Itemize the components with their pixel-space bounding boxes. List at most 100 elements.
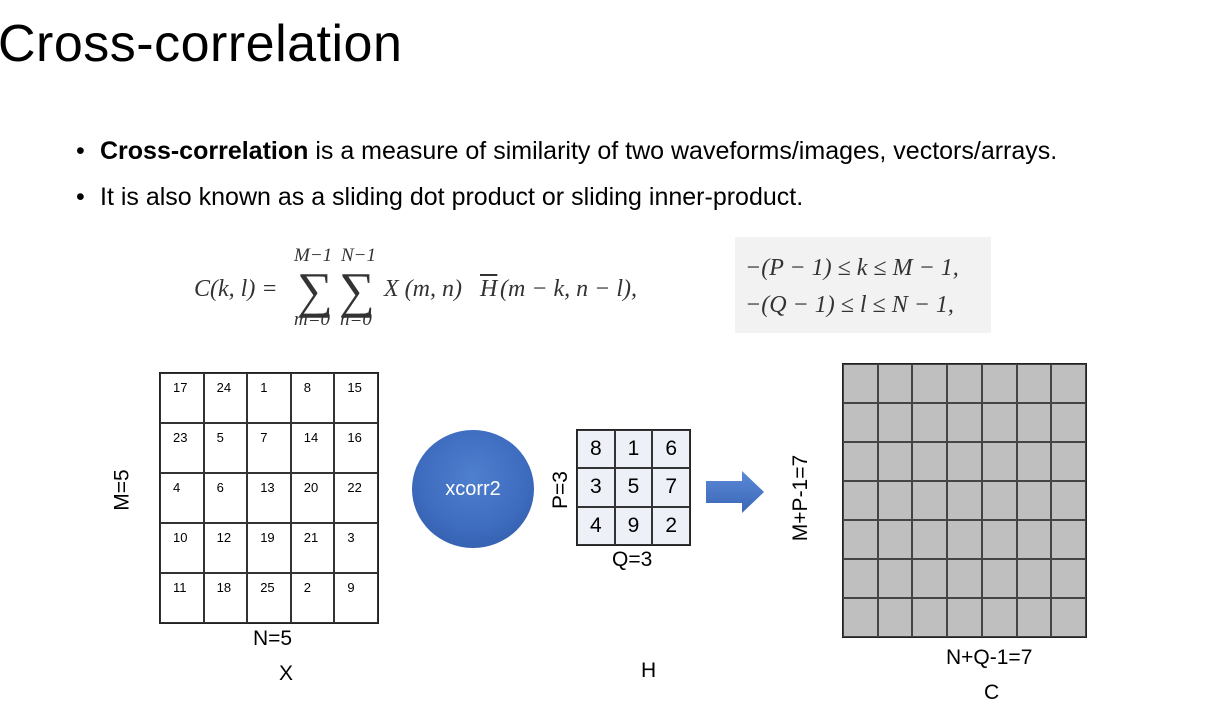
matrix-h-name: H <box>641 659 657 682</box>
matrix-h-cell: 3 <box>577 468 615 507</box>
matrix-c-cell <box>912 442 948 481</box>
sum2-lower-limit: n=0 <box>340 309 372 330</box>
matrix-c-cell <box>877 442 913 481</box>
matrix-h-cell: 4 <box>577 506 615 545</box>
matrix-c-cell <box>1016 442 1052 481</box>
matrix-c-cell <box>877 520 913 559</box>
formula-h-args: (m − k, n − l), <box>500 276 638 302</box>
matrix-c-cell <box>1016 481 1052 520</box>
matrix-c-cell <box>947 364 982 403</box>
matrix-c-cell <box>877 403 913 442</box>
matrix-c-cell <box>981 403 1017 442</box>
bullet-text: is a measure of similarity of two wavefo… <box>308 137 1058 165</box>
matrix-x-cell: 6 <box>203 473 248 523</box>
matrix-x-cell: 5 <box>203 423 248 473</box>
matrix-x-cell: 23 <box>160 423 204 473</box>
bullet-item: • It is also known as a sliding dot prod… <box>76 174 1216 220</box>
matrix-c-cell <box>877 598 913 637</box>
matrix-c-cell <box>1051 598 1086 637</box>
matrix-x-cell: 22 <box>334 473 378 523</box>
matrix-c-cell <box>912 559 948 598</box>
matrix-c-cell <box>912 364 948 403</box>
matrix-c-cell <box>947 481 982 520</box>
matrix-c-cell <box>1051 442 1086 481</box>
matrix-x-row-label: M=5 <box>110 469 134 511</box>
matrix-h-row-label: P=3 <box>548 471 572 509</box>
matrix-c-cell <box>1016 559 1052 598</box>
matrix-c-cell <box>843 598 878 637</box>
bullet-item: • Cross-correlation is a measure of simi… <box>76 128 1216 174</box>
matrix-x-cell: 17 <box>160 373 204 423</box>
formula-h-bar: H <box>480 276 498 302</box>
matrix-c-name: C <box>984 681 1000 704</box>
matrix-c-col-label: N+Q-1=7 <box>946 646 1033 669</box>
matrix-c-cell <box>1051 481 1086 520</box>
matrix-x-cell: 20 <box>290 473 335 523</box>
matrix-h-cell: 9 <box>614 506 653 545</box>
formula-bounds: −(P − 1) ≤ k ≤ M − 1, −(Q − 1) ≤ l ≤ N −… <box>735 237 991 333</box>
matrix-c-cell <box>1016 364 1052 403</box>
matrix-c-cell <box>1051 559 1086 598</box>
matrix-c-cell <box>843 559 878 598</box>
matrix-c-cell <box>877 481 913 520</box>
matrix-x-cell: 7 <box>247 423 291 473</box>
matrix-c-cell <box>981 481 1017 520</box>
matrix-c-cell <box>912 403 948 442</box>
matrix-c-cell <box>947 403 982 442</box>
operation-label: xcorr2 <box>445 477 501 500</box>
matrix-x-cell: 8 <box>290 373 335 423</box>
formula-lhs: C(k, l) = <box>194 276 278 302</box>
matrix-c-cell <box>912 481 948 520</box>
sigma-symbol-2: ∑ <box>339 262 375 318</box>
matrix-x-cell: 14 <box>290 423 335 473</box>
matrix-c-cell <box>843 481 878 520</box>
sum1-lower-limit: m=0 <box>294 309 331 330</box>
matrix-x-name: X <box>279 662 294 685</box>
matrix-x-cell: 19 <box>247 523 291 573</box>
matrix-x-cell: 13 <box>247 473 291 523</box>
matrix-h-col-label: Q=3 <box>612 548 653 571</box>
matrix-c-cell <box>843 442 878 481</box>
cross-correlation-formula: C(k, l) = M−1 N−1 ∑ ∑ m=0 n=0 X (m, n) H… <box>194 243 664 333</box>
matrix-c-cell <box>1016 403 1052 442</box>
matrix-c-cell <box>912 598 948 637</box>
matrix-c-cell <box>947 442 982 481</box>
matrix-c-cell <box>981 559 1017 598</box>
bullet-dot: • <box>76 183 85 211</box>
bullet-dot: • <box>76 137 85 165</box>
matrix-x-cell: 25 <box>247 573 291 623</box>
matrix-c-cell <box>1016 598 1052 637</box>
slide-title: Cross-correlation <box>0 15 403 73</box>
matrix-c-cell <box>1051 403 1086 442</box>
matrix-x-grid: 17 24 1 8 15 23 5 7 14 16 4 6 13 20 22 10 12 19 21 3 11 18 25 2… <box>159 372 379 624</box>
matrix-x-cell: 15 <box>334 373 378 423</box>
bound-k: −(P − 1) ≤ k ≤ M − 1, <box>745 255 959 281</box>
right-arrow-icon <box>706 471 764 513</box>
matrix-c-row-label: M+P-1=7 <box>789 454 813 542</box>
matrix-c-cell <box>877 559 913 598</box>
matrix-h-cell: 6 <box>652 430 690 469</box>
matrix-c-cell <box>947 520 982 559</box>
matrix-x-cell: 9 <box>334 573 378 623</box>
matrix-c-cell <box>843 403 878 442</box>
matrix-x-cell: 11 <box>160 573 204 623</box>
matrix-c-cell <box>981 442 1017 481</box>
bullet-list: • Cross-correlation is a measure of simi… <box>76 128 1216 220</box>
xcorr2-operation-circle: xcorr2 <box>412 430 534 548</box>
sigma-symbol-1: ∑ <box>297 262 333 318</box>
matrix-x-cell: 21 <box>290 523 335 573</box>
matrix-x-cell: 1 <box>247 373 291 423</box>
matrix-x-cell: 16 <box>334 423 378 473</box>
matrix-x-cell: 12 <box>203 523 248 573</box>
matrix-x-cell: 4 <box>160 473 204 523</box>
matrix-c-cell <box>843 520 878 559</box>
bullet-text: It is also known as a sliding dot produc… <box>100 183 804 211</box>
formula-term-x: X (m, n) <box>384 276 462 302</box>
matrix-h-cell: 2 <box>652 506 690 545</box>
matrix-h-cell: 5 <box>614 468 653 507</box>
bound-l: −(Q − 1) ≤ l ≤ N − 1, <box>745 292 954 318</box>
matrix-h-cell: 1 <box>614 430 653 469</box>
matrix-h-cell: 7 <box>652 468 690 507</box>
matrix-x-cell: 2 <box>290 573 335 623</box>
